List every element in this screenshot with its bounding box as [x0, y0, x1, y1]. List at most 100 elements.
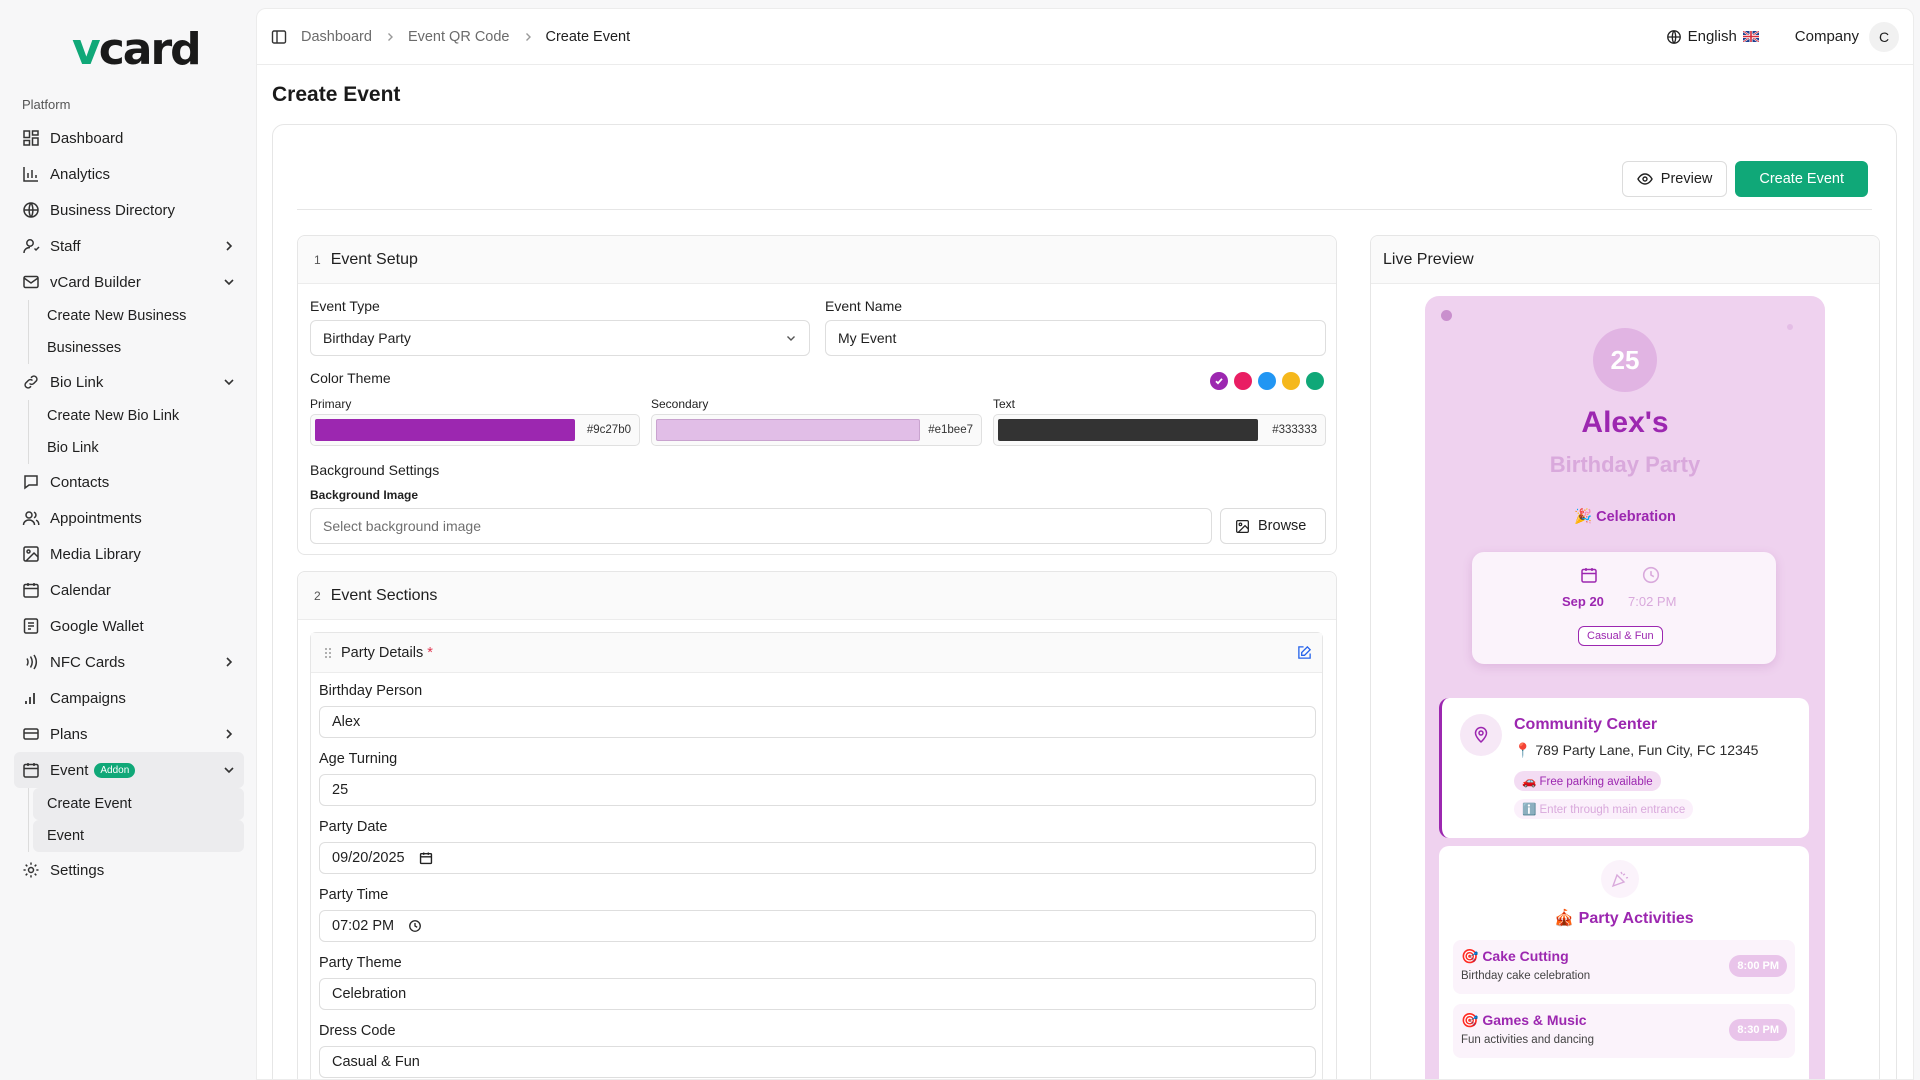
- sidebar-item-label: Plans: [50, 725, 88, 743]
- sidebar-item-label: Calendar: [50, 581, 111, 599]
- sidebar-item-analytics[interactable]: Analytics: [14, 156, 244, 192]
- party-theme-input[interactable]: Celebration: [319, 978, 1316, 1010]
- preview-date: Sep 20: [1562, 594, 1604, 609]
- color-theme-label: Color Theme: [310, 370, 391, 386]
- preset-color-green[interactable]: [1306, 372, 1324, 390]
- preview-button-label: Preview: [1660, 171, 1713, 187]
- chevron-right-icon: [226, 657, 233, 667]
- preset-color-purple[interactable]: [1210, 372, 1228, 390]
- sidebar-item-media-library[interactable]: Media Library: [14, 536, 244, 572]
- secondary-color-picker[interactable]: #e1bee7: [651, 414, 982, 446]
- party-time-input[interactable]: 07:02 PM: [319, 910, 1316, 942]
- primary-color-label: Primary: [310, 397, 352, 411]
- sidebar-item-appointments[interactable]: Appointments: [14, 500, 244, 536]
- sidebar-item-google-wallet[interactable]: Google Wallet: [14, 608, 244, 644]
- mail-icon: [23, 275, 39, 289]
- event-name-input[interactable]: My Event: [825, 320, 1326, 356]
- create-event-button[interactable]: Create Event: [1735, 161, 1868, 197]
- activity-time: 8:00 PM: [1729, 955, 1787, 977]
- sidebar-item-settings[interactable]: Settings: [14, 852, 244, 888]
- vcard-logo[interactable]: vcard: [72, 24, 202, 75]
- language-selector[interactable]: English: [1666, 28, 1759, 45]
- sidebar-item-vcard-builder[interactable]: vCard Builder: [14, 264, 244, 300]
- sidebar-item-create-new-business[interactable]: Create New Business: [47, 308, 187, 324]
- sidebar-item-create-new-bio-link[interactable]: Create New Bio Link: [47, 408, 180, 424]
- preset-color-pink[interactable]: [1234, 372, 1252, 390]
- background-image-label: Background Image: [310, 488, 419, 502]
- calendar-icon: [23, 583, 39, 598]
- sidebar-item-event-list[interactable]: Event: [33, 820, 244, 852]
- clock-icon: [1642, 566, 1660, 584]
- drag-handle-icon[interactable]: [323, 646, 333, 660]
- party-date-input[interactable]: 09/20/2025: [319, 842, 1316, 874]
- preview-venue-title: Community Center: [1514, 716, 1658, 733]
- sidebar-item-contacts[interactable]: Contacts: [14, 464, 244, 500]
- gear-icon: [23, 862, 39, 878]
- sidebar-item-campaigns[interactable]: Campaigns: [14, 680, 244, 716]
- sidebar-item-calendar[interactable]: Calendar: [14, 572, 244, 608]
- nav-heading: Platform: [22, 97, 71, 112]
- sidebar-item-bio-link-list[interactable]: Bio Link: [47, 440, 99, 456]
- breadcrumb-dashboard[interactable]: Dashboard: [301, 28, 372, 45]
- age-turning-input[interactable]: 25: [319, 774, 1316, 806]
- sidebar-item-label: Contacts: [50, 473, 110, 491]
- topbar: Dashboard Event QR Code Create Event Eng…: [257, 9, 1913, 65]
- event-type-select[interactable]: Birthday Party: [310, 320, 810, 356]
- image-icon: [23, 546, 39, 562]
- birthday-person-input[interactable]: Alex: [319, 706, 1316, 738]
- sidebar-toggle-icon[interactable]: [271, 29, 287, 45]
- sidebar-item-event[interactable]: Event Addon: [14, 752, 244, 788]
- globe-icon: [1666, 29, 1681, 44]
- text-hex: #333333: [1272, 424, 1317, 436]
- sidebar-item-dashboard[interactable]: Dashboard: [14, 120, 244, 156]
- clock-icon[interactable]: [408, 919, 422, 933]
- form-toolbar: Preview Create Event: [1621, 161, 1868, 197]
- calendar-icon[interactable]: [419, 851, 433, 865]
- event-setup-header: 1 Event Setup: [298, 236, 1336, 284]
- sidebar-item-label: NFC Cards: [50, 653, 126, 671]
- sidebar-item-bio-link[interactable]: Bio Link: [14, 364, 244, 400]
- preview-activities-title: 🎪 Party Activities: [1554, 910, 1694, 927]
- preview-subtitle: Birthday Party: [1549, 452, 1701, 477]
- dress-code-input[interactable]: Casual & Fun: [319, 1046, 1316, 1078]
- nfc-icon: [26, 654, 37, 670]
- primary-color-picker[interactable]: #9c27b0: [310, 414, 640, 446]
- text-color-picker[interactable]: #333333: [993, 414, 1326, 446]
- sidebar-item-plans[interactable]: Plans: [14, 716, 244, 752]
- party-date-value: 09/20/2025: [332, 850, 405, 866]
- nav-list: Dashboard Analytics Business Directory S…: [14, 120, 244, 888]
- preset-color-yellow[interactable]: [1282, 372, 1300, 390]
- sidebar-item-business-directory[interactable]: Business Directory: [14, 192, 244, 228]
- event-sections-panel: 2 Event Sections Party Details * Birthda…: [297, 571, 1337, 1079]
- event-sections-header: 2 Event Sections: [298, 572, 1336, 620]
- biolink-submenu: Create New Bio Link Bio Link: [28, 400, 244, 464]
- preview-button[interactable]: Preview: [1621, 161, 1728, 197]
- chevron-right-icon: [387, 32, 393, 41]
- company-menu[interactable]: Company C: [1795, 21, 1899, 52]
- browse-button-label: Browse: [1258, 518, 1307, 534]
- sidebar-item-label: Staff: [50, 237, 81, 255]
- section-number: 2: [314, 588, 321, 603]
- activity-desc: Birthday cake celebration: [1461, 970, 1591, 982]
- preset-color-blue[interactable]: [1258, 372, 1276, 390]
- calendar-icon: [23, 763, 39, 778]
- activity-name: 🎯 Cake Cutting: [1461, 948, 1569, 964]
- sidebar-item-staff[interactable]: Staff: [14, 228, 244, 264]
- sidebar-item-label: Event: [50, 761, 89, 779]
- sidebar-item-businesses[interactable]: Businesses: [47, 340, 122, 356]
- sidebar-item-nfc-cards[interactable]: NFC Cards: [14, 644, 244, 680]
- background-settings-label: Background Settings: [310, 462, 440, 478]
- sidebar-item-create-event[interactable]: Create Event: [33, 788, 244, 820]
- background-image-input[interactable]: Select background image: [310, 508, 1212, 544]
- browse-button[interactable]: Browse: [1220, 508, 1326, 544]
- breadcrumb: Dashboard Event QR Code Create Event: [301, 29, 630, 45]
- chevron-right-icon: [226, 729, 233, 739]
- primary-swatch: [315, 419, 575, 441]
- addon-badge: Addon: [94, 762, 136, 778]
- chevron-down-icon: [224, 767, 234, 774]
- preview-theme: 🎉 Celebration: [1574, 509, 1676, 525]
- signal-icon: [25, 693, 35, 704]
- edit-icon[interactable]: [1297, 645, 1312, 660]
- breadcrumb-event-qr-code[interactable]: Event QR Code: [407, 28, 510, 45]
- avatar[interactable]: C: [1869, 21, 1899, 52]
